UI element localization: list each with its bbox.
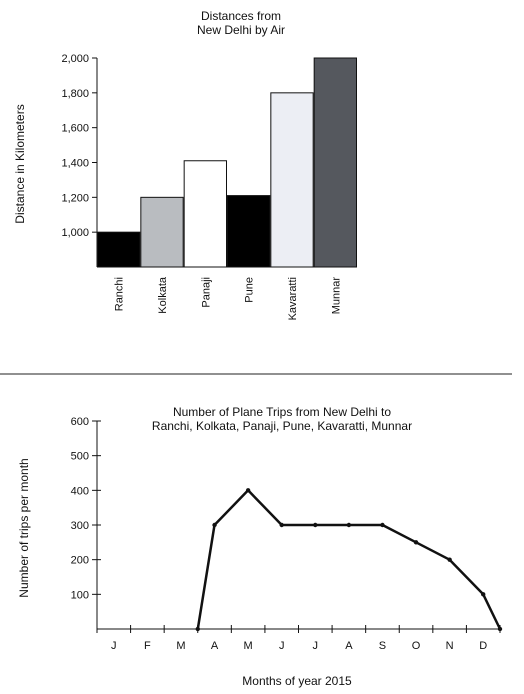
bar-chart-category-label: Ranchi [114, 277, 126, 311]
bar-chart-category-label: Panaji [200, 277, 212, 308]
line-chart-month-label: F [144, 640, 151, 652]
bar [227, 195, 271, 268]
bar-chart-y-tick-label: 2,000 [61, 53, 89, 65]
trips-data-point [413, 540, 419, 545]
line-chart-month-label: O [412, 640, 421, 652]
bar [140, 196, 184, 268]
line-chart-y-tick-label: 300 [71, 520, 89, 532]
trips-data-point [195, 626, 200, 632]
bar-chart-category-label: Kavaratti [287, 277, 299, 320]
line-chart-month-label: D [479, 640, 487, 652]
line-chart-y-tick-label: 100 [71, 589, 89, 601]
line-chart-y-tick-label: 600 [71, 416, 89, 428]
bar-chart-area: 1,000 1,200 1,400 1,600 1,800 2,000 Ranchi Kolk… [61, 53, 357, 320]
bar [313, 57, 357, 268]
line-chart-y-tick-label: 500 [71, 451, 89, 463]
line-chart-y-axis-label: Number of trips per month [17, 458, 31, 597]
trips-data-point [245, 488, 251, 493]
bar-chart-y-axis-label: Distance in Kilometers [13, 104, 27, 223]
trips-data-point [447, 557, 452, 562]
bar-chart-y-tick-label: 1,200 [61, 192, 89, 204]
bar [270, 92, 314, 268]
bar-chart-y-tick-label: 1,800 [61, 88, 89, 100]
trips-data-point [481, 592, 486, 597]
bar-chart-y-tick-label: 1,400 [61, 158, 89, 170]
line-chart-month-label: J [279, 640, 285, 652]
line-chart-month-label: M [176, 640, 185, 652]
trips-line-series [196, 489, 502, 630]
trips-data-point [279, 522, 284, 528]
line-chart-title-line1: Number of Plane Trips from New Delhi to [173, 405, 391, 419]
trips-data-point [497, 626, 503, 632]
line-chart-y-tick-label: 200 [71, 555, 89, 567]
bar [183, 160, 228, 268]
bar-chart-category-label: Kolkata [157, 276, 169, 314]
line-chart-month-label: A [211, 640, 219, 652]
line-chart-month-label: M [244, 640, 253, 652]
trips-data-point [212, 522, 217, 528]
trips-data-point [313, 522, 318, 528]
trips-data-point [346, 522, 352, 528]
line-chart-month-label: S [379, 640, 386, 652]
line-chart-month-label: A [345, 640, 353, 652]
line-chart-title-line2: Ranchi, Kolkata, Panaji, Pune, Kavaratti… [152, 419, 412, 433]
trips-data-point [380, 522, 385, 528]
line-chart-month-label: J [111, 640, 117, 652]
line-chart-month-label: J [313, 640, 319, 652]
line-chart-x-axis-label: Months of year 2015 [242, 674, 352, 688]
bar-chart-category-label: Munnar [330, 277, 342, 315]
bar-chart-y-tick-label: 1,600 [61, 123, 89, 135]
line-chart-month-label: N [446, 640, 454, 652]
bar-chart-title-line1: Distances from [201, 9, 281, 23]
bar-chart-title-line2: New Delhi by Air [197, 23, 285, 37]
bar [97, 231, 141, 268]
bar-chart-category-label: Pune [244, 277, 256, 303]
bar-chart-y-tick-label: 1,000 [61, 227, 89, 239]
line-chart-area: 100 200 300 400 500 600 J F M A M J J A S O N D [71, 416, 503, 652]
line-chart-y-tick-label: 400 [71, 485, 89, 497]
